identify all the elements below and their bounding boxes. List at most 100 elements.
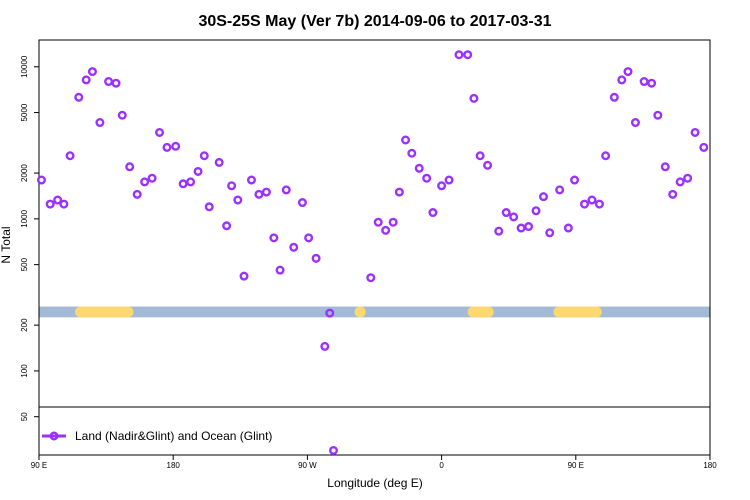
data-point xyxy=(563,223,573,233)
land-band-segment xyxy=(553,306,602,318)
data-point xyxy=(623,67,633,77)
x-axis: 90 E 180 90 W 0 90 E 180 xyxy=(31,455,717,470)
data-point xyxy=(261,187,271,197)
data-point xyxy=(414,163,424,173)
data-point xyxy=(653,110,663,120)
data-point xyxy=(373,217,383,227)
data-point xyxy=(289,242,299,252)
data-point xyxy=(394,187,404,197)
x-tick-label: 180 xyxy=(703,461,717,470)
y-tick-label: 2000 xyxy=(20,164,29,182)
x-tick-label: 90 E xyxy=(31,461,47,470)
data-point xyxy=(125,162,135,172)
data-point xyxy=(155,127,165,137)
y-tick-label: 200 xyxy=(20,318,29,332)
data-point xyxy=(509,212,519,222)
data-point xyxy=(36,175,46,185)
data-point xyxy=(609,92,619,102)
data-point xyxy=(690,127,700,137)
land-band-segment xyxy=(354,306,366,318)
data-point xyxy=(570,175,580,185)
y-tick-label: 10000 xyxy=(20,55,29,78)
data-points xyxy=(36,50,709,455)
data-point xyxy=(111,78,121,88)
data-point xyxy=(140,177,150,187)
data-point xyxy=(246,175,256,185)
data-point xyxy=(162,142,172,152)
data-point xyxy=(483,160,493,170)
data-point xyxy=(239,271,249,281)
chart-title: 30S-25S May (Ver 7b) 2014-09-06 to 2017-… xyxy=(198,13,551,30)
land-band-segment xyxy=(467,306,494,318)
data-point xyxy=(269,233,279,243)
land-band-segment xyxy=(75,306,134,318)
y-tick-label: 5000 xyxy=(20,103,29,121)
data-point xyxy=(454,50,464,60)
data-point xyxy=(87,67,97,77)
data-point xyxy=(147,173,157,183)
data-point xyxy=(227,181,237,191)
data-point xyxy=(407,148,417,158)
y-tick-label: 100 xyxy=(20,364,29,378)
data-point xyxy=(463,50,473,60)
data-point xyxy=(199,151,209,161)
data-point xyxy=(555,185,565,195)
data-point xyxy=(587,195,597,205)
legend-marker-swatch xyxy=(49,431,59,441)
data-point xyxy=(660,162,670,172)
data-point xyxy=(699,142,709,152)
data-point xyxy=(668,189,678,199)
data-point xyxy=(281,185,291,195)
data-point xyxy=(422,173,432,183)
data-point xyxy=(117,110,127,120)
data-point xyxy=(193,166,203,176)
surface-band xyxy=(39,306,710,318)
data-point xyxy=(579,199,589,209)
data-point xyxy=(65,151,75,161)
data-point xyxy=(601,151,611,161)
data-point xyxy=(617,75,627,85)
data-point xyxy=(381,225,391,235)
data-point xyxy=(475,151,485,161)
data-point xyxy=(254,189,264,199)
data-point xyxy=(494,226,504,236)
data-point xyxy=(437,181,447,191)
data-point xyxy=(524,222,534,232)
data-point xyxy=(531,206,541,216)
data-point xyxy=(297,198,307,208)
data-point xyxy=(132,189,142,199)
y-axis: 50 100 200 500 1000 2000 5000 10000 xyxy=(20,55,39,421)
data-point xyxy=(545,228,555,238)
data-point xyxy=(683,173,693,183)
data-point xyxy=(311,253,321,263)
data-point xyxy=(675,177,685,187)
data-point xyxy=(388,217,398,227)
data-point xyxy=(81,75,91,85)
data-point xyxy=(214,157,224,167)
y-tick-label: 1000 xyxy=(20,209,29,227)
legend-label: Land (Nadir&Glint) and Ocean (Glint) xyxy=(75,429,272,443)
data-point xyxy=(45,199,55,209)
data-point xyxy=(320,341,330,351)
legend: Land (Nadir&Glint) and Ocean (Glint) xyxy=(42,429,272,443)
data-point xyxy=(304,233,314,243)
data-point xyxy=(325,308,335,318)
data-point xyxy=(469,93,479,103)
x-tick-label: 90 W xyxy=(298,461,317,470)
y-tick-label: 50 xyxy=(20,412,29,421)
x-tick-label: 0 xyxy=(439,461,444,470)
y-axis-label: N Total xyxy=(0,226,13,263)
data-point xyxy=(366,273,376,283)
data-point xyxy=(171,141,181,151)
plot-border xyxy=(38,39,711,456)
data-point xyxy=(204,202,214,212)
data-point xyxy=(74,92,84,102)
data-point xyxy=(401,135,411,145)
data-point xyxy=(428,208,438,218)
data-point xyxy=(501,208,511,218)
data-point xyxy=(647,78,657,88)
data-point xyxy=(630,118,640,128)
data-point xyxy=(444,175,454,185)
